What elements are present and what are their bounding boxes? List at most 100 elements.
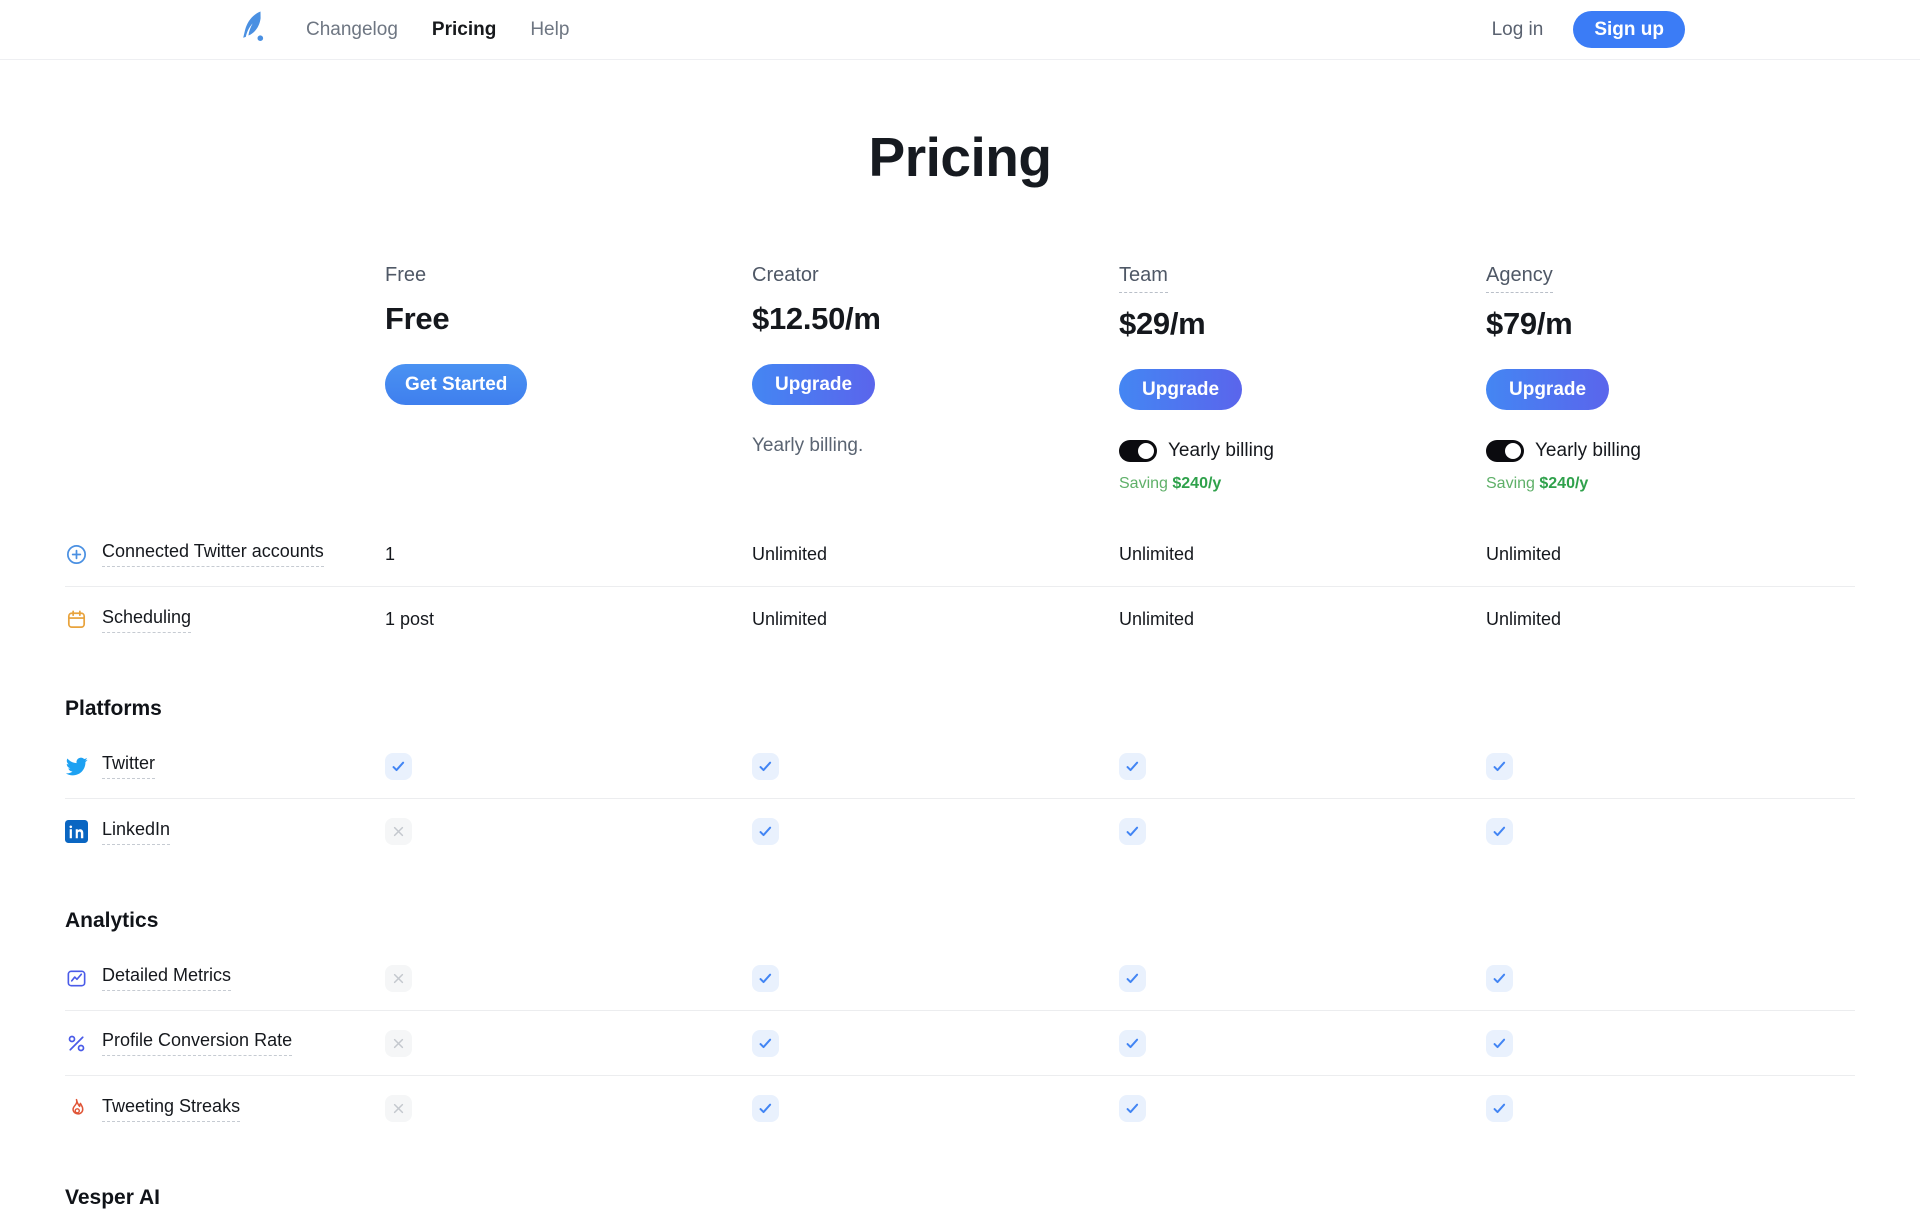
- check-icon: [752, 818, 779, 845]
- nav-link-changelog[interactable]: Changelog: [306, 18, 398, 40]
- upgrade-button-creator[interactable]: Upgrade: [752, 364, 876, 405]
- plan-column-free: Free Free Get Started: [385, 262, 752, 494]
- value-cell: [385, 964, 752, 992]
- feature-row-connected-twitter-accounts: Connected Twitter accounts 1 Unlimited Unli…: [65, 522, 1855, 587]
- value-cell: [1486, 1029, 1853, 1057]
- saving-prefix: Saving: [1119, 475, 1168, 492]
- saving-badge: Saving $240/y: [1119, 474, 1486, 494]
- brand-logo[interactable]: [238, 10, 268, 49]
- feature-comparison-table: Connected Twitter accounts 1 Unlimited Unli…: [65, 522, 1855, 1211]
- linkedin-icon: [65, 820, 88, 843]
- plan-column-team: Team $29/m Upgrade Yearly billing Saving…: [1119, 262, 1486, 494]
- feature-label[interactable]: LinkedIn: [102, 819, 171, 845]
- plan-price: Free: [385, 301, 450, 336]
- section-title-analytics: Analytics: [65, 909, 159, 932]
- value-cell: [1119, 1029, 1486, 1057]
- page-title: Pricing: [868, 126, 1052, 188]
- feature-value: Unlimited: [1486, 543, 1562, 564]
- toggle-label: Yearly billing: [1535, 440, 1641, 461]
- value-cell: [1119, 818, 1486, 845]
- value-cell: [1119, 964, 1486, 992]
- check-icon: [1119, 964, 1146, 992]
- value-cell: Unlimited: [752, 544, 1119, 565]
- value-cell: [1486, 964, 1853, 992]
- value-cell: Unlimited: [1486, 544, 1853, 565]
- feature-row-tweeting-streaks: Tweeting Streaks: [65, 1076, 1855, 1141]
- value-cell: [752, 1029, 1119, 1057]
- check-icon: [1486, 964, 1513, 992]
- feature-value: 1 post: [385, 609, 435, 629]
- percent-icon: [65, 1032, 88, 1055]
- check-icon: [752, 1095, 779, 1122]
- value-cell: [752, 964, 1119, 992]
- value-cell: [1486, 752, 1853, 780]
- saving-amount: $240/y: [1539, 475, 1589, 492]
- cross-icon: [385, 1095, 412, 1122]
- get-started-button[interactable]: Get Started: [385, 364, 528, 405]
- plan-name: Free: [385, 264, 427, 286]
- check-icon: [752, 1029, 779, 1057]
- feature-row-linkedin: LinkedIn: [65, 799, 1855, 864]
- check-icon: [1119, 818, 1146, 845]
- value-cell: [1486, 1095, 1853, 1122]
- signup-button[interactable]: Sign up: [1573, 11, 1685, 48]
- yearly-billing-toggle-agency[interactable]: [1486, 440, 1524, 462]
- nav-link-help[interactable]: Help: [530, 18, 570, 40]
- yearly-billing-note: Yearly billing.: [752, 435, 864, 456]
- value-cell: 1 post: [385, 609, 752, 630]
- feature-value: Unlimited: [752, 609, 828, 629]
- value-cell: [752, 1095, 1119, 1122]
- upgrade-button-agency[interactable]: Upgrade: [1486, 369, 1610, 410]
- check-icon: [752, 752, 779, 780]
- check-icon: [1486, 1029, 1513, 1057]
- plan-name[interactable]: Team: [1119, 262, 1168, 293]
- toggle-label: Yearly billing: [1168, 440, 1274, 461]
- saving-prefix: Saving: [1486, 475, 1535, 492]
- value-cell: 1: [385, 544, 752, 565]
- check-icon: [1486, 752, 1513, 780]
- value-cell: Unlimited: [752, 609, 1119, 630]
- value-cell: [1119, 752, 1486, 780]
- nav-right-group: Log in Sign up: [1492, 11, 1685, 48]
- check-icon: [1119, 752, 1146, 780]
- feature-value: Unlimited: [1119, 543, 1195, 564]
- plan-price: $29/m: [1119, 306, 1206, 341]
- quill-feather-icon: [238, 10, 268, 49]
- check-icon: [1486, 818, 1513, 845]
- feature-value: Unlimited: [1486, 609, 1562, 629]
- feature-label[interactable]: Detailed Metrics: [102, 965, 232, 991]
- feature-row-detailed-metrics: Detailed Metrics: [65, 946, 1855, 1011]
- value-cell: [385, 818, 752, 845]
- upgrade-button-team[interactable]: Upgrade: [1119, 369, 1243, 410]
- top-navbar: Changelog Pricing Help Log in Sign up: [0, 0, 1920, 60]
- value-cell: [752, 818, 1119, 845]
- feature-row-twitter: Twitter: [65, 734, 1855, 799]
- twitter-icon: [65, 755, 88, 778]
- value-cell: Unlimited: [1486, 609, 1853, 630]
- chart-metrics-icon: [65, 967, 88, 990]
- nav-links: Changelog Pricing Help: [306, 19, 569, 41]
- value-cell: [385, 752, 752, 780]
- feature-label[interactable]: Twitter: [102, 753, 156, 779]
- feature-value: 1: [385, 543, 396, 564]
- feature-label[interactable]: Tweeting Streaks: [102, 1096, 241, 1122]
- login-link[interactable]: Log in: [1491, 18, 1544, 40]
- nav-link-pricing[interactable]: Pricing: [431, 18, 497, 40]
- value-cell: Unlimited: [1119, 544, 1486, 565]
- feature-row-scheduling: Scheduling 1 post Unlimited Unlimited Unlimi…: [65, 587, 1855, 652]
- section-title-platforms: Platforms: [65, 697, 162, 720]
- feature-row-profile-conversion-rate: Profile Conversion Rate: [65, 1011, 1855, 1076]
- circle-plus-icon: [65, 543, 88, 566]
- check-icon: [752, 964, 779, 992]
- feature-label[interactable]: Scheduling: [102, 607, 192, 633]
- section-title-vesper-ai: Vesper AI: [65, 1186, 160, 1209]
- check-icon: [1486, 1095, 1513, 1122]
- check-icon: [1119, 1029, 1146, 1057]
- value-cell: [385, 1029, 752, 1057]
- plan-name[interactable]: Agency: [1486, 262, 1553, 293]
- feature-label[interactable]: Connected Twitter accounts: [102, 541, 324, 567]
- feature-label[interactable]: Profile Conversion Rate: [102, 1030, 293, 1056]
- plan-price: $12.50/m: [752, 301, 881, 336]
- yearly-billing-toggle-team[interactable]: [1119, 440, 1157, 462]
- feature-value: Unlimited: [1119, 609, 1195, 629]
